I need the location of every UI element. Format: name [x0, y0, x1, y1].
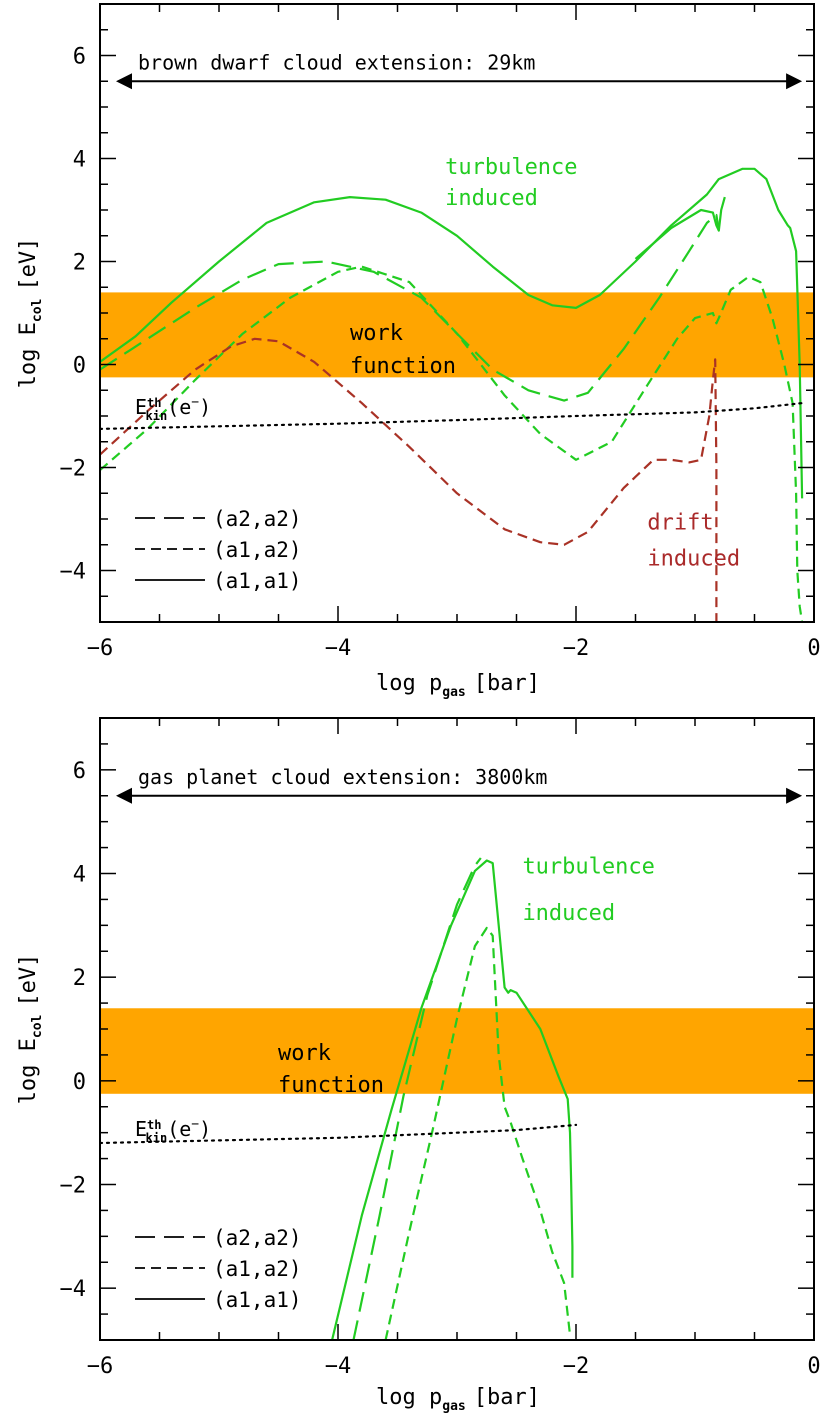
- series-line-solid-0: [100, 167, 804, 499]
- y-tick-label: 6: [73, 759, 86, 784]
- x-tick-label: −2: [563, 636, 590, 661]
- annotation-0: turbulence: [522, 855, 654, 880]
- series-line-long-dash-2: [100, 214, 720, 402]
- y-tick-label: 4: [73, 148, 86, 173]
- y-tick-label: −4: [60, 560, 87, 585]
- annotation-3: induced: [647, 546, 740, 571]
- arrow-head-left: [116, 73, 132, 90]
- y-tick-label: −2: [60, 1174, 87, 1199]
- work-function-label: work: [278, 1041, 331, 1066]
- series-line-long-dash-1: [352, 857, 482, 1340]
- x-tick-label: −4: [325, 636, 352, 661]
- annotation-0: turbulence: [445, 155, 577, 180]
- series-line-solid-1: [634, 196, 726, 260]
- ekin-label: Eth kin(e−): [135, 395, 211, 423]
- y-axis-label: log Ecol[eV]: [16, 238, 45, 389]
- work-function-label: work: [350, 321, 403, 346]
- legend-label: (a1,a1): [213, 1288, 302, 1312]
- series-line-short-dash-3: [100, 265, 804, 622]
- legend-label: (a2,a2): [213, 1226, 302, 1250]
- extension-label: gas planet cloud extension: 3800km: [138, 765, 547, 789]
- ekin-label: Eth kin(e−): [135, 1117, 211, 1145]
- y-axis-label: log Ecol[eV]: [16, 954, 45, 1105]
- data-series: [100, 857, 578, 1340]
- data-series: [100, 167, 804, 622]
- x-tick-label: −6: [87, 1354, 114, 1379]
- legend-label: (a1,a2): [213, 1257, 302, 1281]
- y-tick-label: −2: [60, 457, 87, 482]
- legend-label: (a1,a1): [213, 569, 302, 593]
- y-tick-label: 2: [73, 966, 86, 991]
- legend-label: (a2,a2): [213, 507, 302, 531]
- legend-label: (a1,a2): [213, 538, 302, 562]
- x-tick-label: −4: [325, 1354, 352, 1379]
- x-tick-label: −6: [87, 636, 114, 661]
- annotation-1: induced: [522, 901, 615, 926]
- series-line-short-dash-4: [100, 337, 718, 622]
- series-line-solid-0: [331, 859, 574, 1340]
- annotation-1: induced: [445, 186, 538, 211]
- extension-label: brown dwarf cloud extension: 29km: [138, 50, 535, 74]
- work-function-label: function: [278, 1073, 384, 1098]
- x-axis-label: log pgas [bar]: [376, 1385, 540, 1414]
- y-tick-label: −4: [60, 1277, 87, 1302]
- x-tick-label: 0: [807, 1354, 820, 1379]
- y-tick-label: 2: [73, 251, 86, 276]
- annotation-2: drift: [647, 510, 713, 535]
- arrow-head-right: [786, 73, 803, 90]
- x-tick-label: −2: [563, 1354, 590, 1379]
- series-line-dotted-5: [100, 402, 804, 430]
- y-tick-label: 0: [73, 1070, 86, 1095]
- series-line-short-dash-2: [384, 926, 572, 1340]
- x-axis-label: log pgas [bar]: [376, 671, 540, 700]
- chart-panel-2: −6 −4 −2 0 −4 −2 0 2 4 6 log pgas [bar] log Ecol[eV]…: [16, 717, 821, 1414]
- arrow-head-right: [786, 787, 803, 804]
- chart-panel-1: −6 −4 −2 0 −4 −2 0 2 4 6 log pgas [bar] log Ecol[eV]…: [16, 3, 821, 700]
- y-tick-label: 4: [73, 863, 86, 888]
- x-tick-label: 0: [807, 636, 820, 661]
- series-line-dotted-3: [100, 1123, 578, 1145]
- arrow-head-left: [116, 787, 132, 804]
- y-tick-label: 0: [73, 354, 86, 379]
- work-function-label: function: [350, 354, 456, 379]
- y-tick-label: 6: [73, 45, 86, 70]
